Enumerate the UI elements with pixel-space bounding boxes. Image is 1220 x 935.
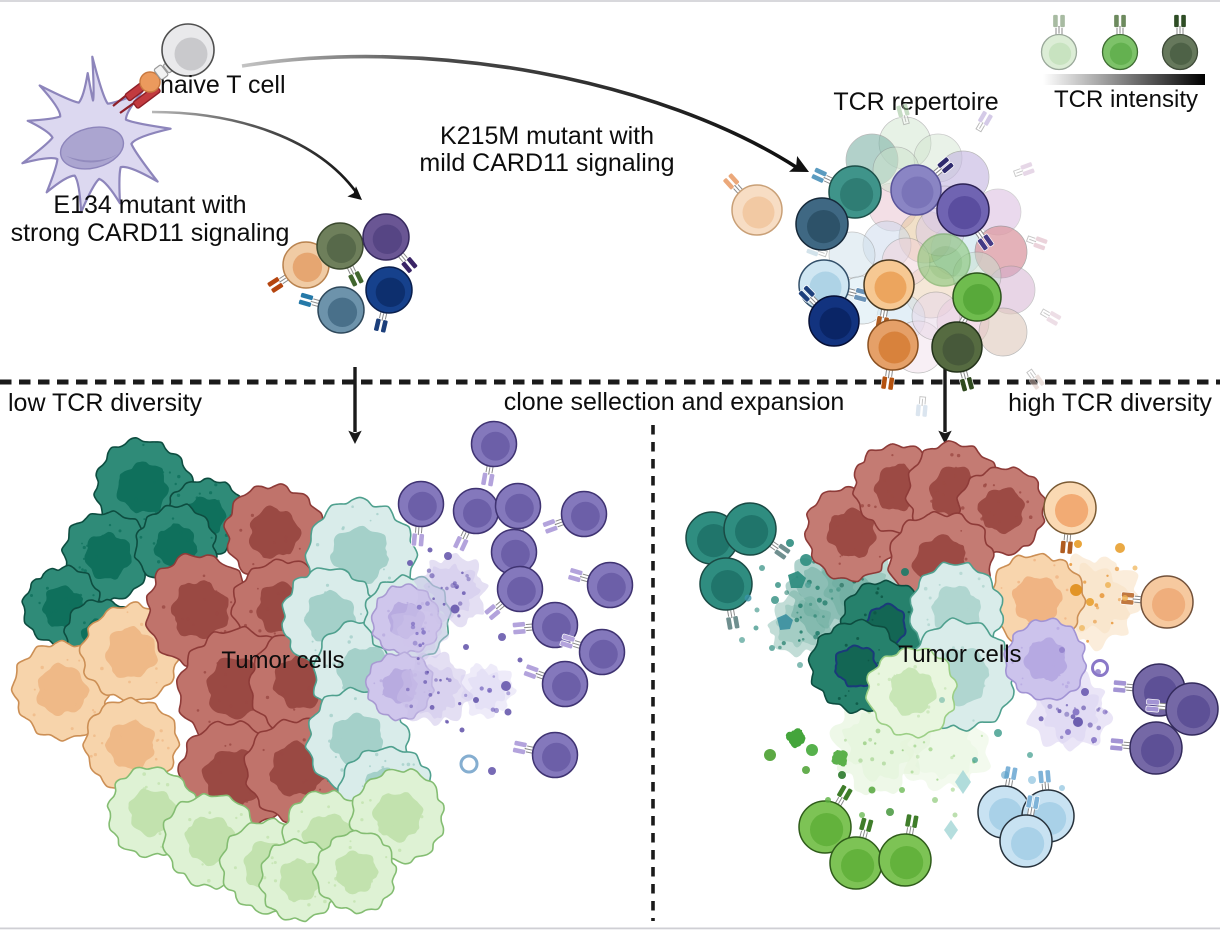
svg-text:TCR repertoire: TCR repertoire: [833, 88, 998, 116]
svg-text:K215M mutant with: K215M mutant with: [440, 122, 654, 150]
svg-text:TCR intensity: TCR intensity: [1054, 86, 1198, 113]
svg-text:low TCR diversity: low TCR diversity: [8, 389, 203, 417]
svg-text:Tumor cells: Tumor cells: [898, 641, 1021, 668]
svg-text:strong CARD11 signaling: strong CARD11 signaling: [11, 219, 290, 247]
svg-text:clone sellection and expansion: clone sellection and expansion: [504, 388, 845, 416]
svg-text:naive T cell: naive T cell: [160, 71, 286, 99]
svg-text:high TCR diversity: high TCR diversity: [1008, 389, 1212, 417]
svg-text:Tumor cells: Tumor cells: [221, 647, 344, 674]
svg-text:E134 mutant with: E134 mutant with: [53, 191, 246, 219]
svg-text:mild CARD11 signaling: mild CARD11 signaling: [419, 149, 674, 177]
